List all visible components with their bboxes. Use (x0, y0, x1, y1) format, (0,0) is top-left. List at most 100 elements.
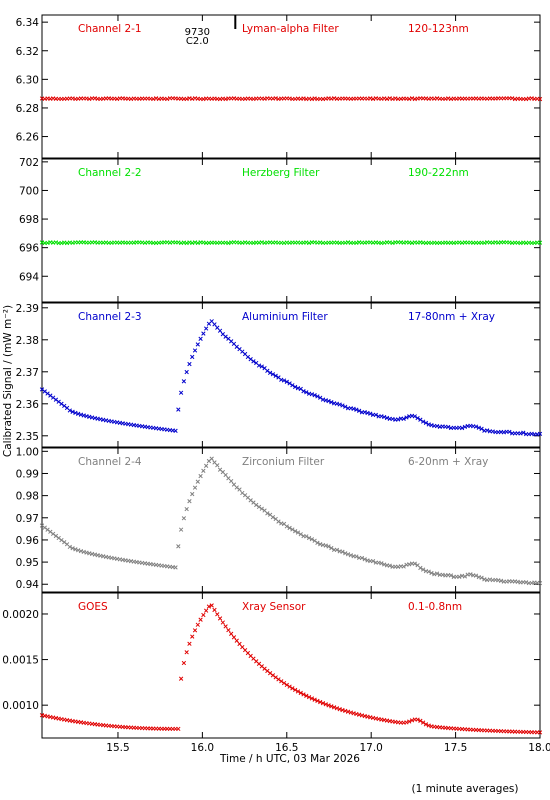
data-point (320, 701, 326, 706)
data-point (423, 722, 429, 727)
data-point (354, 407, 359, 412)
data-point (420, 567, 426, 572)
data-point (298, 532, 303, 537)
data-point (418, 718, 423, 723)
data-point (301, 389, 306, 394)
data-point (67, 544, 72, 550)
x-axis-title: Time / h UTC, 03 Mar 2026 (219, 753, 360, 765)
data-point (73, 547, 78, 552)
y-tick-label: 0.96 (16, 535, 40, 547)
data-point (507, 429, 512, 435)
y-tick-label: 6.30 (16, 74, 39, 86)
data-point (287, 525, 292, 531)
data-point (415, 415, 420, 421)
data-point (198, 473, 203, 479)
data-point (476, 425, 481, 430)
data-point (217, 616, 223, 621)
data-point (284, 379, 289, 384)
data-point (329, 545, 334, 551)
data-point (290, 527, 295, 532)
data-point (215, 612, 220, 617)
data-point (337, 402, 342, 407)
data-point (181, 379, 187, 384)
panel-label: 120-123nm (408, 23, 469, 35)
data-point (212, 322, 217, 327)
data-point (345, 552, 351, 557)
data-point (426, 569, 431, 574)
panel-label: 6-20nm + Xray (408, 456, 488, 468)
data-point (473, 573, 479, 578)
data-point (318, 395, 323, 400)
data-point (284, 524, 289, 529)
data-point (329, 400, 334, 405)
data-point (287, 684, 292, 689)
data-point (337, 707, 342, 712)
data-point (212, 607, 217, 613)
data-point (181, 516, 187, 521)
panel-5: 0.0010 0.0015 0.0020 GOES Xray Sensor 0.1-0.8… (2, 592, 543, 739)
flare-annotation: 9730 (185, 27, 210, 38)
data-point (295, 530, 301, 535)
data-point (326, 703, 331, 708)
data-point (312, 393, 317, 398)
data-point (176, 726, 181, 732)
y-tick-label: 0.98 (16, 491, 39, 503)
data-point (234, 485, 239, 490)
y-tick-label: 2.39 (16, 303, 39, 315)
data-point (409, 718, 415, 723)
y-tick-label: 2.37 (16, 367, 39, 379)
data-point (62, 403, 67, 409)
data-point (223, 334, 228, 339)
data-point (50, 395, 56, 400)
data-point (184, 650, 189, 655)
data-point (420, 720, 426, 725)
data-point (368, 411, 373, 416)
panel-label: 190-222nm (408, 167, 469, 179)
data-point (195, 622, 200, 627)
panel-label: Xray Sensor (242, 601, 306, 613)
data-point (418, 417, 423, 422)
data-point (301, 692, 306, 697)
data-point (304, 390, 309, 395)
data-point (279, 679, 284, 684)
data-point (201, 612, 206, 618)
data-point (70, 546, 75, 551)
data-point (209, 456, 214, 461)
data-point (309, 537, 315, 542)
data-point (429, 570, 434, 576)
y-tick-label: 702 (19, 157, 39, 169)
data-point (201, 331, 206, 336)
data-point (415, 717, 420, 722)
data-point (270, 515, 276, 520)
data-point (178, 527, 184, 532)
data-point (334, 547, 340, 553)
data-point (295, 689, 301, 694)
data-point (340, 707, 345, 713)
data-point (343, 404, 348, 409)
data-point (498, 578, 504, 583)
y-tick-label: 6.26 (16, 132, 40, 144)
data-point (203, 326, 209, 331)
data-point (326, 398, 331, 404)
panel-2: 694 696 698 700 702 Channel 2-2 Herzberg Filte… (19, 157, 543, 303)
data-point (273, 373, 278, 378)
data-series (39, 240, 543, 246)
data-point (351, 406, 356, 411)
data-point (359, 555, 365, 561)
y-tick-label: 2.35 (16, 431, 39, 443)
data-point (256, 504, 262, 510)
data-point (290, 686, 295, 691)
data-point (306, 694, 312, 700)
data-series (39, 319, 543, 437)
data-point (304, 693, 309, 698)
panel-label: Lyman-alpha Filter (242, 23, 339, 35)
data-point (215, 463, 220, 468)
data-point (265, 511, 270, 516)
data-point (395, 417, 401, 422)
data-point (382, 414, 387, 420)
data-point (448, 573, 454, 578)
data-point (384, 415, 390, 421)
data-point (184, 369, 189, 375)
x-axis: 15.5 16.0 16.5 17.0 17.5 18.0 (106, 742, 550, 754)
panel-frame (41, 14, 541, 159)
